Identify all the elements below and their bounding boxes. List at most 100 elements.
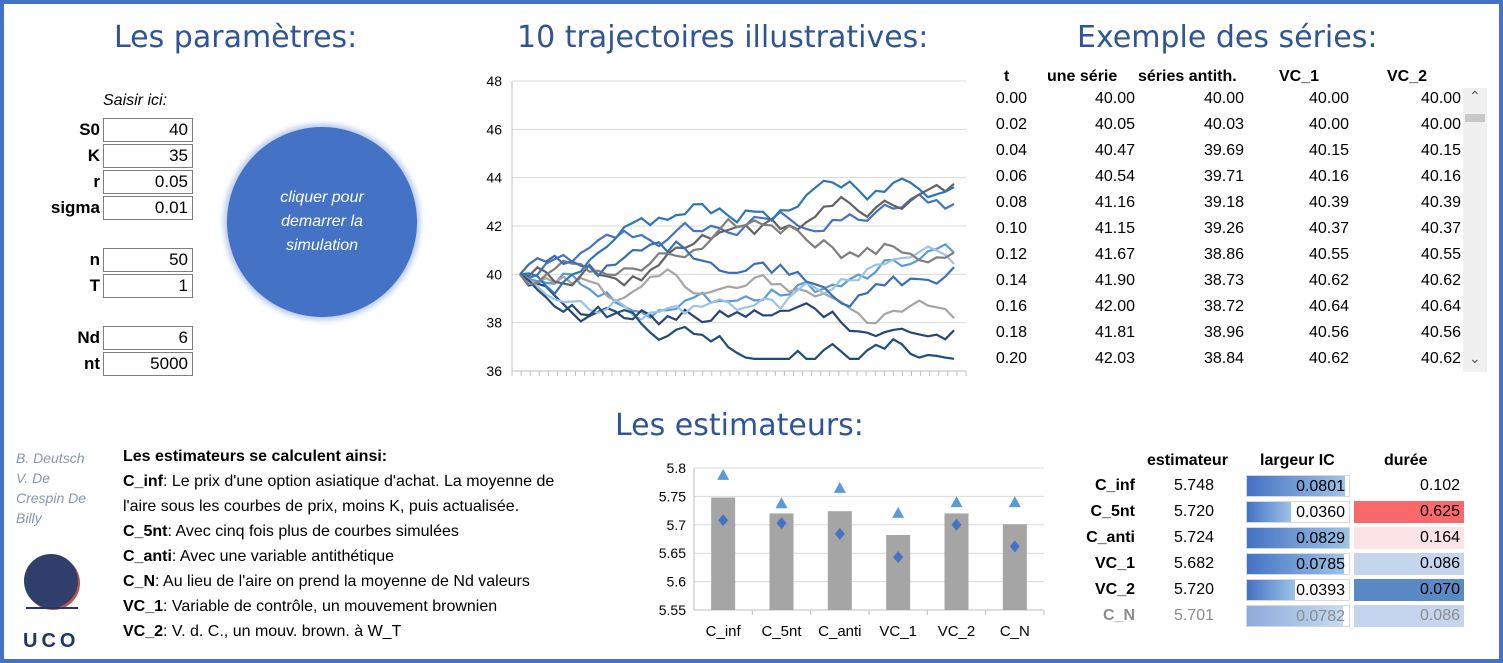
- series-cell: 0.10: [995, 220, 1027, 237]
- series-header: VC_1: [1279, 68, 1320, 85]
- description-line: l'aire sous les courbes de prix, moins K…: [123, 494, 519, 519]
- duration-cell: 0.102: [1354, 475, 1464, 497]
- est-row-estimate: 5.748: [1173, 477, 1214, 494]
- est-row-name: VC_1: [1094, 555, 1135, 572]
- series-cell: 40.16: [1308, 168, 1349, 185]
- series-cell: 40.54: [1094, 168, 1135, 185]
- trajectories-grid: 48 46 44 42 40 38 36: [486, 73, 967, 379]
- ci-upper-marker: [833, 481, 846, 493]
- ci-width-bar: [1247, 528, 1349, 548]
- param-label-k: K: [87, 146, 100, 165]
- param-label-sigma: sigma: [50, 198, 100, 217]
- series-cell: 0.02: [995, 116, 1027, 133]
- est-row-estimate: 5.724: [1173, 529, 1214, 546]
- trajectories-lines: [519, 177, 955, 360]
- series-cell: 40.00: [1308, 116, 1349, 133]
- description-line: C_N: Au lieu de l'aire on prend la moyen…: [123, 569, 530, 594]
- param-input-n[interactable]: 50: [103, 248, 193, 272]
- description-term: C_N: [123, 573, 156, 590]
- trajectory-line: [519, 268, 955, 325]
- description-text: : Variable de contrôle, un mouvement bro…: [163, 598, 498, 615]
- series-cell: 38.73: [1203, 272, 1244, 289]
- scroll-thumb[interactable]: [1465, 114, 1485, 122]
- uco-logo-circle: [24, 554, 78, 608]
- ci-upper-marker: [775, 497, 788, 509]
- param-input-sigma[interactable]: 0.01: [103, 196, 193, 220]
- series-row: 0.02 40.05 40.03 40.00 40.00: [4, 116, 1464, 142]
- series-cell: 41.16: [1094, 194, 1135, 211]
- description-line: C_inf: Le prix d'une option asiatique d'…: [123, 469, 554, 494]
- param-label-r: r: [93, 172, 100, 191]
- series-cell: 0.14: [995, 272, 1027, 289]
- series-cell: 40.15: [1420, 142, 1461, 159]
- series-scrollbar[interactable]: ⌃ ⌄: [1463, 88, 1487, 372]
- estimate-bar: [1002, 524, 1027, 610]
- series-cell: 41.81: [1094, 324, 1135, 341]
- scroll-up-icon[interactable]: ⌃: [1469, 88, 1481, 104]
- param-input-t[interactable]: 1: [103, 274, 193, 298]
- start-simulation-button[interactable]: cliquer pour demarrer la simulation: [227, 127, 417, 317]
- param-input-r[interactable]: 0.05: [103, 170, 193, 194]
- duration-cell: 0.625: [1354, 501, 1464, 523]
- series-cell: 0.18: [995, 324, 1027, 341]
- param-input-k[interactable]: 35: [103, 144, 193, 168]
- series-cell: 40.37: [1308, 220, 1349, 237]
- series-row: 0.06 40.54 39.71 40.16 40.16: [4, 168, 1464, 194]
- est-ytick-label: 5.7: [667, 517, 687, 533]
- trajectory-line: [519, 177, 955, 296]
- description-term: C_anti: [123, 548, 172, 565]
- traj-ytick-label: 48: [486, 73, 502, 89]
- params-title: Les paramètres:: [114, 20, 358, 55]
- duration-cell: 0.086: [1354, 553, 1464, 575]
- param-input-nd[interactable]: 6: [103, 326, 193, 350]
- duration-cell: 0.086: [1354, 605, 1464, 627]
- series-cell: 42.00: [1094, 298, 1135, 315]
- trajectories-title: 10 trajectoires illustratives:: [517, 20, 929, 55]
- series-cell: 40.64: [1308, 298, 1349, 315]
- description-line: VC_1: Variable de contrôle, un mouvement…: [123, 594, 497, 619]
- ci-lower-marker: [834, 527, 845, 540]
- param-label-nd: Nd: [77, 328, 100, 347]
- series-header: t: [1004, 68, 1010, 85]
- param-input-nt[interactable]: 5000: [103, 352, 193, 376]
- series-cell: 42.03: [1094, 350, 1135, 367]
- estimate-bar: [827, 511, 852, 610]
- series-cell: 41.15: [1094, 220, 1135, 237]
- ci-width-value: 0.0393: [1296, 582, 1345, 599]
- traj-ytick-label: 38: [486, 315, 502, 331]
- author-line: Crespin De: [16, 490, 87, 506]
- description-text: : Au lieu de l'aire on prend la moyenne …: [155, 573, 530, 590]
- trajectories-chart: 48 46 44 42 40 38 36: [486, 73, 967, 379]
- series-header: VC_2: [1387, 68, 1428, 85]
- description-line: VC_2: V. d. C., un mouv. brown. à W_T: [123, 619, 401, 644]
- est-row-name: VC_2: [1094, 581, 1135, 598]
- ci-width-cell: 0.0782: [1246, 605, 1350, 627]
- ci-width-bar: [1247, 502, 1291, 522]
- est-xtick-label: C_5nt: [761, 623, 802, 640]
- scroll-down-icon[interactable]: ⌄: [1469, 350, 1481, 366]
- series-cell: 40.55: [1308, 246, 1349, 263]
- description-term: VC_2: [123, 623, 164, 640]
- series-cell: 0.20: [995, 350, 1027, 367]
- ci-width-cell: 0.0360: [1246, 501, 1350, 523]
- traj-ytick-label: 46: [486, 121, 502, 137]
- param-input-s0[interactable]: 40: [103, 118, 193, 142]
- series-cell: 41.67: [1094, 246, 1135, 263]
- traj-ytick-label: 36: [486, 363, 502, 379]
- series-cell: 38.72: [1203, 298, 1244, 315]
- estimate-bar: [769, 513, 794, 610]
- est-ytick-label: 5.75: [659, 488, 686, 504]
- estimators-title: Les estimateurs:: [615, 408, 864, 443]
- est-xtick-label: C_N: [1000, 623, 1030, 640]
- trajectory-line: [519, 240, 955, 308]
- estimator-chart: 5.8 5.75 5.7 5.65 5.6 5.55 C_inf C_5nt C_anti VC…: [659, 460, 1045, 640]
- series-cell: 40.03: [1203, 116, 1244, 133]
- ci-upper-marker: [892, 506, 905, 518]
- traj-ytick-label: 42: [486, 218, 502, 234]
- duration-cell: 0.070: [1354, 579, 1464, 601]
- author-line: B. Deutsch: [16, 450, 85, 466]
- series-row: 0.12 41.67 38.86 40.55 40.55: [4, 246, 1464, 272]
- ci-width-cell: 0.0393: [1246, 579, 1350, 601]
- est-row-name: C_N: [1102, 607, 1135, 624]
- param-label-t: T: [89, 276, 100, 295]
